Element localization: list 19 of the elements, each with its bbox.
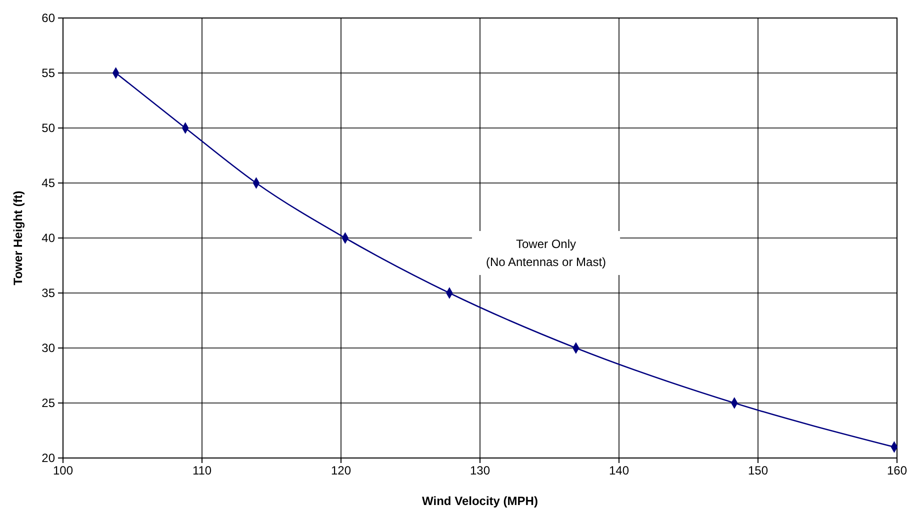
x-tick-label: 160	[886, 464, 908, 478]
x-tick-label: 120	[330, 464, 352, 478]
x-tick-label: 110	[192, 464, 212, 478]
x-tick-label: 150	[748, 464, 768, 478]
y-tick-label: 55	[42, 66, 56, 80]
y-tick-label: 25	[42, 396, 56, 410]
y-axis-title: Tower Height (ft)	[11, 190, 25, 286]
x-axis-title: Wind Velocity (MPH)	[422, 494, 538, 508]
y-tick-label: 40	[42, 230, 56, 245]
x-tick-label: 130	[470, 464, 490, 478]
y-tick-label: 20	[42, 450, 56, 465]
y-tick-label: 35	[42, 286, 56, 300]
y-tick-label: 60	[42, 10, 56, 25]
x-tick-label: 100	[52, 464, 74, 478]
x-tick-label: 140	[608, 464, 630, 478]
y-tick-label: 45	[42, 176, 56, 190]
y-tick-label: 50	[42, 120, 56, 135]
annotation: Tower Only (No Antennas or Mast)	[486, 237, 606, 269]
y-tick-label: 30	[42, 340, 56, 355]
